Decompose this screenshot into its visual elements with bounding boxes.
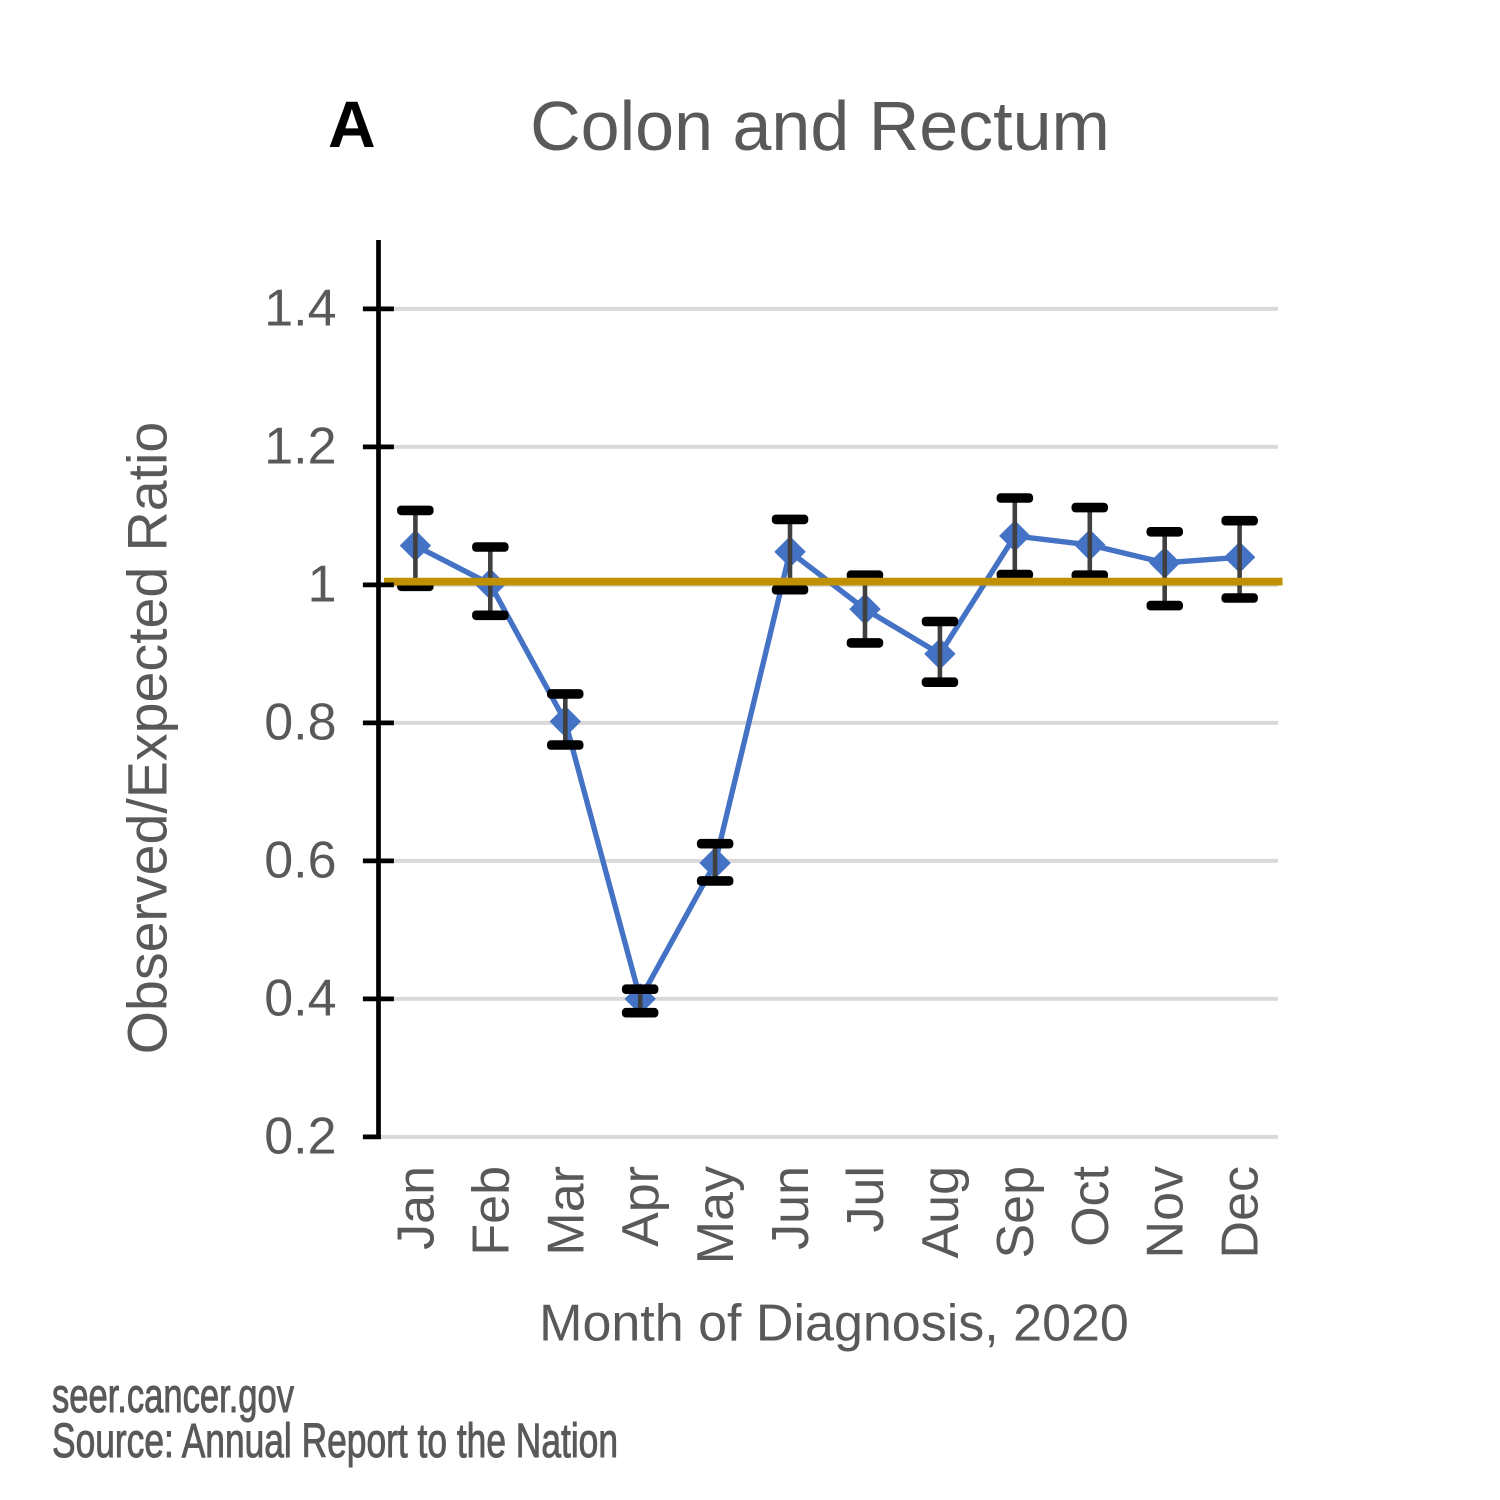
svg-text:May: May	[687, 1166, 745, 1264]
svg-text:Feb: Feb	[462, 1166, 520, 1256]
svg-text:Mar: Mar	[537, 1166, 595, 1256]
svg-text:Nov: Nov	[1137, 1166, 1195, 1258]
svg-text:Colon and Rectum: Colon and Rectum	[530, 87, 1110, 165]
svg-text:0.4: 0.4	[264, 970, 336, 1028]
svg-text:0.2: 0.2	[264, 1108, 336, 1166]
svg-text:0.8: 0.8	[264, 694, 336, 752]
svg-text:Source: Annual Report to the N: Source: Annual Report to the Nation	[52, 1415, 618, 1468]
svg-text:A: A	[328, 87, 376, 161]
svg-text:Aug: Aug	[912, 1166, 970, 1259]
svg-text:1.4: 1.4	[264, 280, 336, 338]
svg-text:1: 1	[308, 556, 337, 614]
svg-text:0.6: 0.6	[264, 832, 336, 890]
svg-text:Month of Diagnosis, 2020: Month of Diagnosis, 2020	[539, 1295, 1129, 1353]
svg-text:Jan: Jan	[387, 1166, 445, 1250]
svg-text:Oct: Oct	[1062, 1165, 1120, 1246]
svg-text:1.2: 1.2	[264, 418, 336, 476]
svg-text:Observed/Expected Ratio: Observed/Expected Ratio	[117, 422, 179, 1054]
svg-text:Dec: Dec	[1212, 1166, 1270, 1258]
svg-text:Jul: Jul	[837, 1166, 895, 1232]
svg-text:Jun: Jun	[762, 1166, 820, 1250]
svg-text:Sep: Sep	[987, 1166, 1045, 1259]
svg-text:Apr: Apr	[612, 1166, 670, 1247]
svg-text:seer.cancer.gov: seer.cancer.gov	[52, 1370, 294, 1423]
